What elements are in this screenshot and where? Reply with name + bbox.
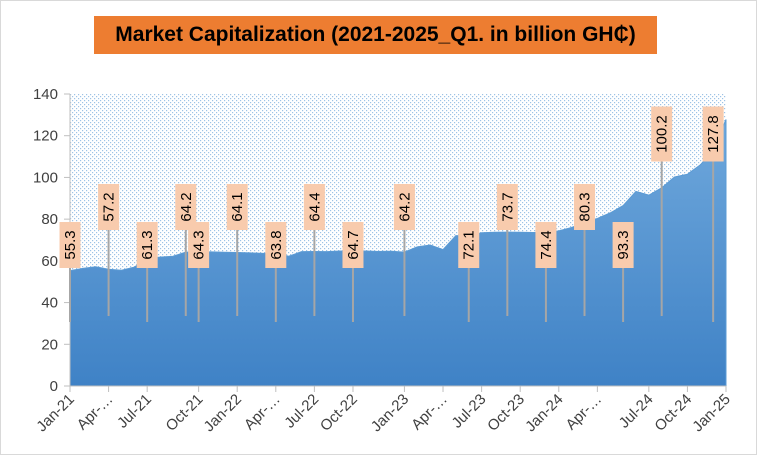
data-label-text: 64.1 (229, 192, 246, 221)
data-label-text: 64.7 (345, 230, 362, 259)
data-label-box (136, 222, 158, 268)
data-label: 72.1 (458, 222, 480, 322)
data-label-text: 63.8 (268, 230, 285, 259)
y-tick-label: 120 (33, 128, 58, 145)
x-tick-label: Jul-24 (616, 391, 657, 432)
data-label-box (303, 184, 325, 230)
data-label: 55.3 (59, 222, 81, 322)
x-tick-label: Oct-21 (163, 391, 207, 435)
x-tick-label: Jul-23 (449, 391, 490, 432)
x-tick-label: Apr-… (563, 391, 606, 434)
data-label-text: 72.1 (461, 230, 478, 259)
x-tick-label: Jul-22 (281, 391, 322, 432)
data-label: 61.3 (136, 222, 158, 322)
data-label-text: 100.2 (654, 115, 671, 153)
data-label-text: 57.2 (101, 192, 118, 221)
x-tick-label: Jan-24 (522, 391, 566, 435)
x-tick-label: Jan-23 (368, 391, 412, 435)
data-label-text: 80.3 (577, 192, 594, 221)
y-tick-label: 100 (33, 169, 58, 186)
data-label: 93.3 (612, 222, 634, 322)
data-label-box (458, 222, 480, 268)
data-label: 64.7 (342, 222, 364, 322)
data-label-box (612, 222, 634, 268)
data-label-text: 64.3 (191, 230, 208, 259)
x-tick-label: Oct-22 (317, 391, 361, 435)
data-label-box (342, 222, 364, 268)
data-label-box (535, 222, 557, 268)
data-label-box (175, 184, 197, 230)
data-label: 63.8 (265, 222, 287, 322)
x-tick-label: Jan-22 (201, 391, 245, 435)
data-label-text: 61.3 (139, 230, 156, 259)
data-label-box (496, 184, 518, 230)
data-label-text: 127.8 (705, 115, 722, 153)
data-label-box (188, 222, 210, 268)
x-tick-label: Oct-23 (484, 391, 528, 435)
data-label: 80.3 (574, 184, 596, 316)
data-label: 64.1 (226, 184, 248, 316)
chart-title: Market Capitalization (2021-2025_Q1. in … (94, 16, 657, 54)
data-label: 57.2 (98, 184, 120, 316)
data-label: 74.4 (535, 222, 557, 322)
y-tick-label: 40 (41, 295, 58, 312)
data-label-box (265, 222, 287, 268)
x-tick-label: Oct-24 (651, 391, 695, 435)
data-label: 127.8 (702, 106, 724, 322)
x-tick-label: Jan-21 (33, 391, 77, 435)
data-label: 64.3 (188, 222, 210, 322)
data-label-box (574, 184, 596, 230)
data-label-box (702, 106, 724, 162)
x-tick-label: Jan-25 (689, 391, 733, 435)
data-label-box (98, 184, 120, 230)
data-label-text: 64.2 (396, 192, 413, 221)
x-tick-label: Jul-21 (114, 391, 155, 432)
y-tick-label: 140 (33, 86, 58, 103)
data-label-text: 64.4 (306, 192, 323, 221)
data-label-text: 93.3 (615, 230, 632, 259)
data-label-box (651, 106, 673, 162)
y-tick-label: 80 (41, 211, 58, 228)
x-tick-label: Apr-… (408, 391, 451, 434)
data-label-text: 64.2 (178, 192, 195, 221)
y-tick-label: 60 (41, 253, 58, 270)
data-label: 100.2 (651, 106, 673, 316)
y-tick-label: 20 (41, 336, 58, 353)
y-tick-label: 0 (50, 378, 58, 395)
data-label-box (59, 222, 81, 268)
data-label: 64.4 (303, 184, 325, 316)
data-label: 73.7 (496, 184, 518, 316)
data-label-text: 73.7 (499, 192, 516, 221)
data-label: 64.2 (393, 184, 415, 316)
data-label: 64.2 (175, 184, 197, 316)
x-tick-label: Apr-… (241, 391, 284, 434)
data-label-box (226, 184, 248, 230)
x-tick-label: Apr-… (74, 391, 117, 434)
data-label-text: 74.4 (538, 230, 555, 259)
data-label-box (393, 184, 415, 230)
data-label-text: 55.3 (62, 230, 79, 259)
